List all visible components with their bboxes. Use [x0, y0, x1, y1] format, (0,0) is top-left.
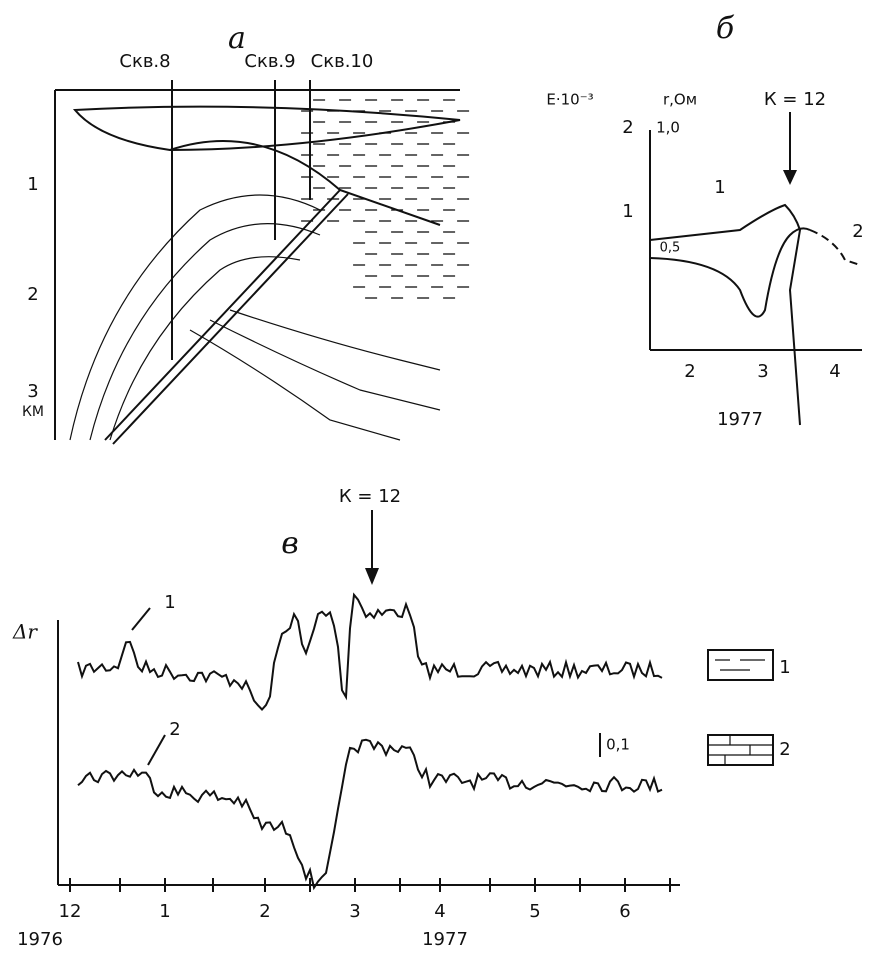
y-label: Δr [12, 620, 38, 644]
curve [649, 203, 802, 426]
x-tick-label: 1 [159, 901, 170, 922]
legend-label: 1 [779, 657, 790, 678]
panel-b: б E·10⁻³ r,Ом 2 1 1,0 0,5 К = 12 2 3 4 1… [546, 11, 863, 430]
fault [104, 189, 341, 441]
depth-tick: 3 [27, 381, 38, 402]
x-tick-label: 12 [59, 901, 82, 922]
bedding [69, 194, 321, 441]
panel-label: в [281, 526, 298, 561]
x-tick-label: 6 [619, 901, 630, 922]
tick-label: 0,5 [660, 241, 681, 256]
shale-hatch [301, 99, 470, 299]
depth-tick: 2 [27, 284, 38, 305]
year: 1977 [717, 409, 763, 430]
curve [809, 229, 861, 266]
arrowhead [365, 568, 379, 585]
well-label: Скв.10 [311, 51, 374, 72]
curve [77, 592, 663, 711]
x-tick-label: 3 [757, 361, 768, 382]
year: 1977 [422, 929, 468, 950]
leader [147, 734, 166, 766]
axis-label: r,Ом [663, 91, 697, 109]
arrowhead [783, 170, 797, 185]
bedding [189, 329, 401, 441]
x-tick-label: 2 [259, 901, 270, 922]
scale-label: 0,1 [606, 736, 630, 754]
curve [649, 227, 811, 318]
x-tick-label: 4 [434, 901, 445, 922]
depth-tick: 1 [27, 174, 38, 195]
event-label: К = 12 [764, 89, 826, 110]
tick-label: 2 [622, 117, 633, 138]
x-tick-label: 4 [829, 361, 840, 382]
contact [169, 140, 441, 226]
curve-label: 1 [164, 592, 175, 613]
panel-label: б [716, 11, 735, 46]
tick-label: 1,0 [656, 119, 680, 137]
bedding [89, 223, 321, 441]
bedding [209, 319, 441, 411]
bedding [109, 256, 301, 441]
bedding [229, 309, 441, 371]
legend-hatch [715, 659, 765, 671]
event-label: К = 12 [339, 486, 401, 507]
curve-label: 2 [852, 221, 863, 242]
legend-swatch [707, 734, 774, 766]
axis-label: E·10⁻³ [546, 91, 593, 109]
panel-c: в К = 12 Δr 1 2 0,1 1976 1977 1 2 [12, 486, 791, 950]
leader [131, 607, 151, 631]
panel-a: а Скв.8 Скв.9 Скв.10 1 2 3 КМ [22, 21, 470, 445]
legend-hatch [708, 735, 773, 765]
x-tick-label: 2 [684, 361, 695, 382]
legend-label: 2 [779, 739, 790, 760]
well-label: Скв.9 [244, 51, 295, 72]
x-tick-label: 3 [349, 901, 360, 922]
tick-label: 1 [622, 201, 633, 222]
panel-label: а [228, 21, 246, 56]
curve [77, 738, 663, 891]
depth-unit: КМ [22, 404, 44, 420]
fault [112, 193, 349, 445]
year: 1976 [17, 929, 63, 950]
well-label: Скв.8 [119, 51, 170, 72]
curve-label: 1 [714, 177, 725, 198]
legend-swatch [707, 649, 774, 681]
x-tick-label: 5 [529, 901, 540, 922]
curve-label: 2 [169, 719, 180, 740]
